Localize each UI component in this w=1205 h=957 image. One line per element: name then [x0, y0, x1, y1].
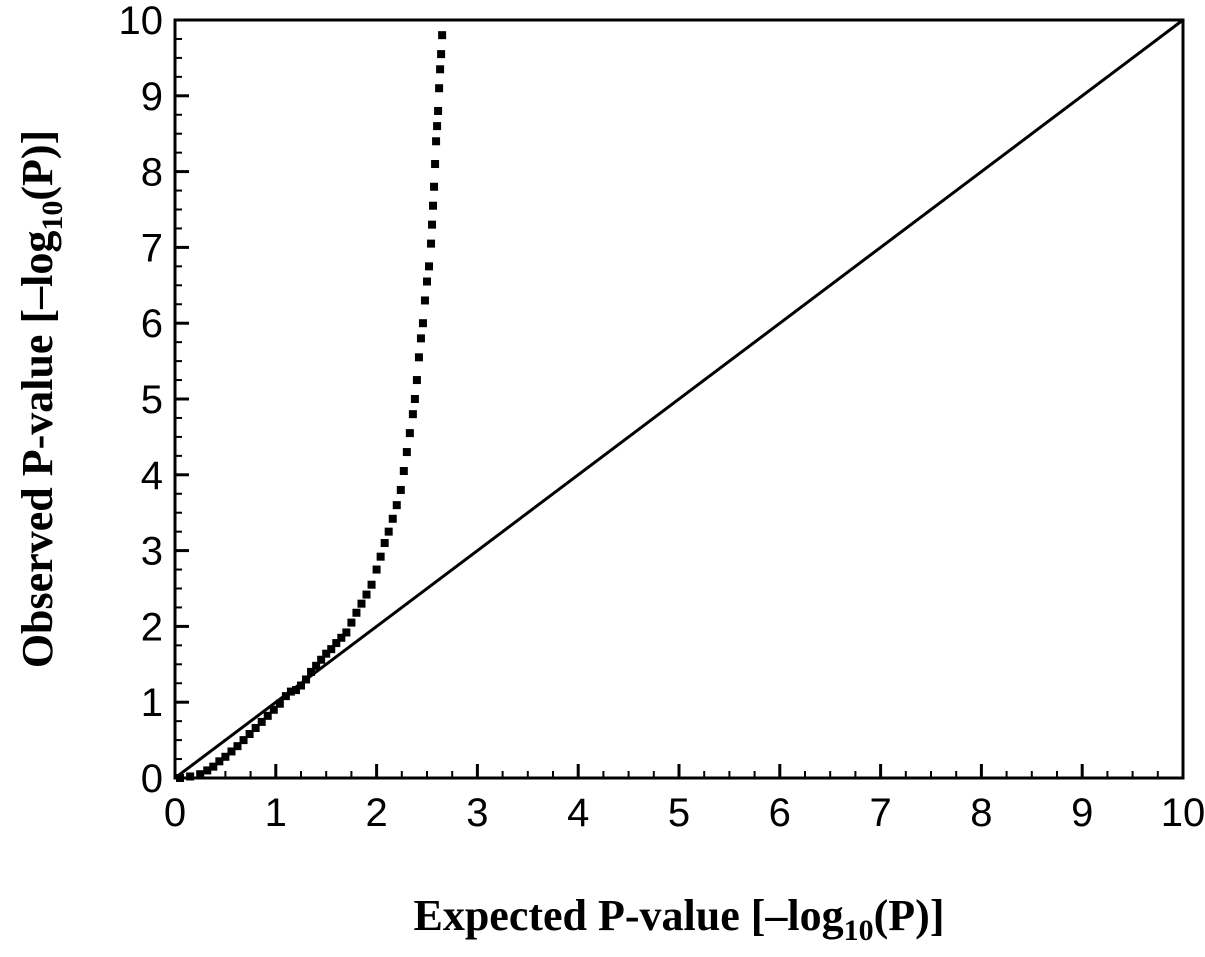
data-points	[176, 31, 447, 782]
data-point	[196, 770, 205, 779]
data-point	[372, 565, 381, 574]
x-axis-title: Expected P-value [–log10(P)]	[413, 891, 944, 947]
data-point	[380, 539, 389, 548]
x-axis-ticks: 0 1 2 3 4 5 6 7 8 9 10	[164, 764, 1205, 835]
data-point	[432, 137, 441, 146]
y-tick-label: 3	[141, 530, 163, 574]
data-point	[405, 429, 414, 438]
data-point	[437, 50, 446, 59]
x-tick-label: 1	[265, 791, 287, 835]
reference-diagonal-line	[174, 18, 1184, 780]
x-tick-label: 5	[668, 791, 690, 835]
data-point	[342, 628, 351, 637]
x-tick-label: 3	[466, 791, 488, 835]
data-point	[357, 599, 366, 608]
y-tick-label: 2	[141, 605, 163, 649]
y-tick-label: 0	[141, 757, 163, 801]
data-point	[286, 687, 295, 696]
y-tick-label: 9	[141, 75, 163, 119]
y-axis-title: Observed P-value [–log10(P)]	[13, 130, 69, 668]
data-point	[438, 31, 447, 40]
y-tick-label: 8	[141, 151, 163, 195]
data-point	[436, 65, 445, 74]
data-point	[327, 645, 336, 654]
data-point	[291, 686, 300, 695]
data-point	[430, 182, 439, 191]
data-point	[227, 747, 236, 756]
data-point	[332, 639, 341, 648]
data-point	[297, 681, 305, 690]
data-point	[434, 106, 443, 115]
data-point	[221, 752, 230, 761]
x-tick-label: 10	[1161, 791, 1205, 835]
data-point	[412, 376, 421, 385]
data-point	[427, 239, 436, 248]
data-point	[425, 262, 434, 271]
data-point	[423, 277, 431, 286]
data-point	[269, 705, 278, 714]
y-tick-label: 7	[141, 226, 163, 270]
x-tick-label: 0	[164, 791, 186, 835]
data-point	[408, 410, 417, 419]
data-point	[392, 501, 401, 510]
x-tick-label: 6	[769, 791, 791, 835]
data-point	[428, 220, 437, 229]
data-point	[352, 608, 361, 617]
data-point	[435, 84, 444, 93]
x-tick-label: 9	[1071, 791, 1093, 835]
data-point	[431, 160, 440, 169]
data-point	[186, 772, 195, 781]
data-point	[337, 633, 346, 642]
y-tick-label: 5	[141, 378, 163, 422]
data-point	[281, 692, 290, 701]
data-point	[312, 661, 321, 670]
data-point	[275, 699, 284, 708]
x-tick-label: 7	[869, 791, 891, 835]
data-point	[233, 742, 242, 751]
data-point	[433, 122, 442, 131]
y-tick-label: 10	[119, 0, 164, 43]
data-point	[302, 675, 311, 684]
y-tick-label: 1	[141, 681, 163, 725]
data-point	[209, 762, 218, 771]
data-point	[176, 774, 185, 782]
data-point	[420, 296, 429, 305]
data-point	[429, 201, 438, 210]
data-point	[239, 736, 248, 745]
data-point	[307, 667, 316, 676]
data-point	[388, 514, 397, 523]
data-point	[384, 527, 393, 536]
y-axis-ticks: 0 1 2 3 4 5 6 7 8 9 10	[119, 0, 189, 801]
y-tick-label: 4	[141, 454, 163, 498]
data-point	[362, 590, 371, 599]
data-point	[418, 319, 427, 328]
data-point	[410, 395, 419, 403]
data-point	[376, 552, 385, 561]
x-tick-label: 2	[365, 791, 387, 835]
data-point	[414, 353, 423, 362]
x-tick-label: 8	[970, 791, 992, 835]
data-point	[416, 334, 425, 343]
data-point	[203, 766, 212, 775]
data-point	[215, 757, 224, 766]
data-point	[347, 618, 356, 627]
data-point	[263, 711, 272, 720]
data-point	[402, 448, 411, 457]
data-point	[317, 655, 326, 664]
data-point	[322, 649, 331, 658]
data-point	[396, 485, 405, 494]
y-tick-label: 6	[141, 302, 163, 346]
data-point	[367, 580, 376, 589]
data-point	[399, 467, 408, 476]
data-point	[257, 717, 266, 726]
x-tick-label: 4	[567, 791, 589, 835]
data-point	[245, 730, 254, 739]
data-point	[251, 723, 260, 732]
